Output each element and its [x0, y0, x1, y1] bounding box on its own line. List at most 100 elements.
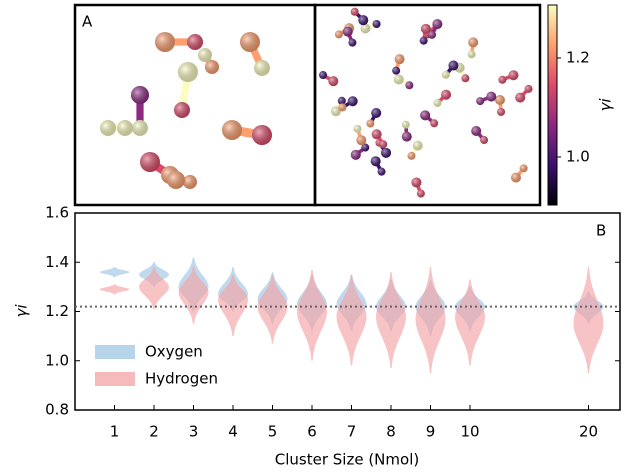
- atom-shade: [337, 96, 346, 105]
- atom-shade: [361, 143, 370, 152]
- atom-shade: [461, 74, 470, 83]
- colorbar-tick-label: 1.0: [566, 147, 590, 165]
- violin: [257, 274, 288, 344]
- x-tick-label: 3: [189, 423, 199, 441]
- atom-shade: [416, 189, 425, 198]
- atom-shade: [178, 62, 198, 82]
- violin: [297, 269, 327, 361]
- atom-shade: [515, 92, 526, 103]
- atom-shade: [401, 120, 410, 129]
- y-tick-label: 1.0: [45, 351, 69, 369]
- atom-shade: [510, 172, 521, 183]
- violin: [376, 272, 406, 369]
- atom-shade: [498, 75, 507, 84]
- violin: [455, 279, 485, 366]
- x-tick-label: 10: [460, 423, 479, 441]
- violin: [178, 267, 209, 324]
- colorbar-label: γi: [597, 98, 615, 112]
- atom-shade: [131, 86, 149, 104]
- atom-shade: [524, 84, 533, 93]
- atom-shade: [394, 54, 405, 65]
- atom-shade: [132, 120, 148, 136]
- atom-shade: [392, 66, 401, 75]
- atom-shade: [140, 152, 160, 172]
- atom-shade: [338, 103, 347, 112]
- atom-shade: [100, 120, 116, 136]
- violin: [99, 284, 130, 295]
- atom-shade: [348, 38, 357, 47]
- legend-swatch: [95, 372, 135, 386]
- y-axis-label: γi: [13, 304, 31, 318]
- atom-shade: [198, 48, 212, 62]
- legend-label: Oxygen: [145, 343, 203, 361]
- atom-shade: [347, 96, 358, 107]
- atom-shade: [407, 151, 416, 160]
- atom-shade: [428, 30, 437, 39]
- x-tick-label: 4: [228, 423, 238, 441]
- atom-shade: [330, 106, 341, 117]
- atom-shade: [334, 30, 343, 39]
- atom-shade: [205, 60, 219, 74]
- atom-shade: [371, 107, 382, 118]
- x-tick-label: 7: [347, 423, 357, 441]
- atom-shade: [412, 140, 423, 151]
- atom-shade: [441, 70, 450, 79]
- atom-shade: [183, 175, 197, 189]
- atom-shade: [381, 147, 392, 158]
- violin: [573, 267, 604, 374]
- violin: [336, 274, 367, 366]
- atom-shade: [240, 32, 260, 52]
- atom-shade: [448, 60, 459, 71]
- atom-shade: [433, 99, 442, 108]
- y-tick-label: 1.6: [45, 204, 69, 222]
- atom-shade: [486, 91, 497, 102]
- atom-shade: [358, 15, 369, 26]
- x-tick-label: 20: [579, 423, 598, 441]
- atom-shade: [342, 26, 353, 37]
- atom-shade: [372, 20, 381, 29]
- atom-shade: [117, 120, 133, 136]
- legend-label: Hydrogen: [145, 370, 218, 388]
- atom-shade: [432, 19, 443, 30]
- x-tick-label: 2: [149, 423, 159, 441]
- atom-shade: [371, 129, 382, 140]
- x-tick-label: 6: [307, 423, 317, 441]
- violin: [139, 267, 169, 310]
- violin: [99, 267, 130, 278]
- x-tick-label: 9: [426, 423, 436, 441]
- atom-shade: [480, 136, 489, 145]
- atom-shade: [350, 149, 361, 160]
- atom-shade: [519, 164, 528, 173]
- colorbar-tick-label: 1.2: [566, 48, 590, 66]
- atom-shade: [420, 110, 431, 121]
- atom-shade: [401, 131, 412, 142]
- x-tick-label: 5: [268, 423, 278, 441]
- atom-shade: [328, 76, 339, 87]
- atom-shade: [174, 102, 190, 118]
- atom-shade: [468, 37, 479, 48]
- atom-shade: [497, 107, 506, 116]
- atom-shade: [420, 23, 431, 34]
- atom-shade: [393, 74, 404, 85]
- atom-shade: [508, 70, 519, 81]
- atom-shade: [254, 60, 270, 76]
- atom-shade: [167, 171, 185, 189]
- y-tick-label: 0.8: [45, 401, 69, 419]
- panel-a-right-frame: [313, 3, 542, 207]
- legend-swatch: [95, 345, 135, 359]
- atom-shade: [155, 32, 175, 52]
- panel-label: B: [596, 222, 606, 240]
- x-axis-label: Cluster Size (Nmol): [275, 451, 419, 469]
- y-tick-label: 1.4: [45, 253, 69, 271]
- atom-shade: [379, 140, 388, 149]
- atom-shade: [319, 71, 328, 80]
- atom-shade: [476, 97, 485, 106]
- violin: [218, 274, 248, 337]
- atom-shade: [430, 119, 439, 128]
- atom-shade: [471, 125, 482, 136]
- atom-shade: [366, 119, 375, 128]
- atom-shade: [222, 120, 242, 140]
- x-tick-label: 1: [110, 423, 120, 441]
- atom-shade: [370, 156, 381, 167]
